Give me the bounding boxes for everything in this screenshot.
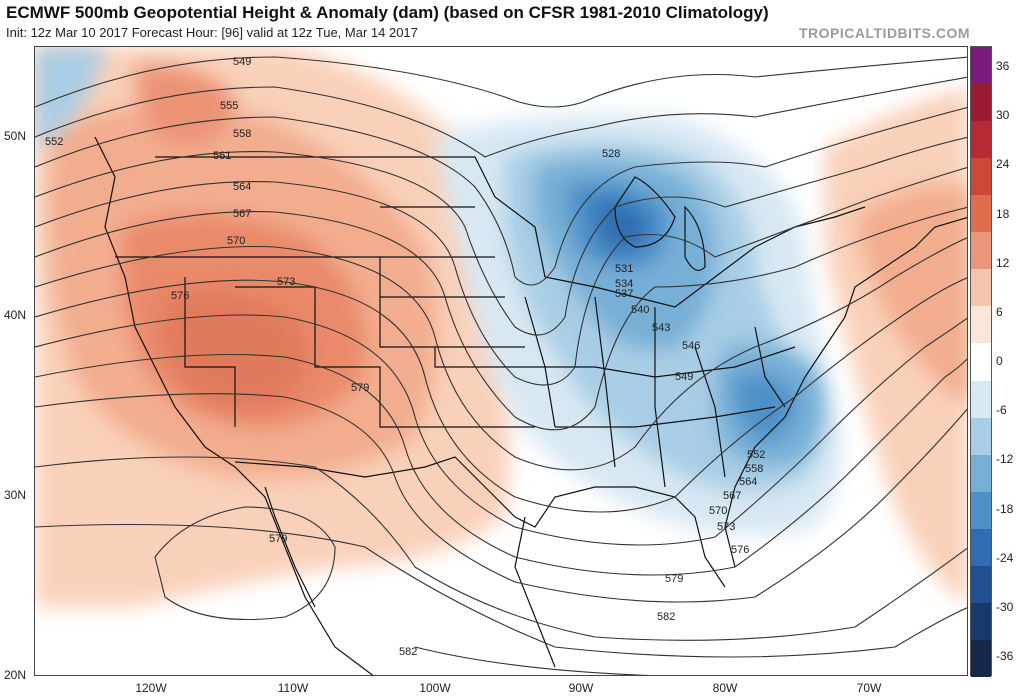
colorbar-tick-label: -18 [996, 501, 1014, 516]
contour-label: 534 [615, 278, 633, 290]
map-title: ECMWF 500mb Geopotential Height & Anomal… [6, 3, 769, 22]
contour-label: 543 [652, 322, 670, 334]
contour-label: 531 [615, 263, 633, 275]
contour-label: 579 [665, 573, 683, 585]
contour-label: 546 [682, 340, 700, 352]
cold-anomaly-east [435, 114, 842, 535]
contour-label: 540 [631, 304, 649, 316]
contour-label: 573 [277, 276, 295, 288]
contour-label: 528 [602, 148, 620, 160]
contour-label: 537 [615, 288, 633, 300]
weather-map: 549 552 555 558 561 564 567 570 573 576 … [34, 46, 968, 676]
colorbar-segment [971, 84, 991, 122]
colorbar-tick-label: -6 [996, 403, 1007, 418]
contour-label: 567 [723, 490, 741, 502]
lat-label-30n: 30N [4, 488, 27, 502]
lon-label-90w: 90W [568, 681, 594, 695]
colorbar-tick-label: 30 [996, 108, 1010, 123]
contour-label: 582 [399, 646, 417, 658]
colorbar-segment [971, 565, 991, 604]
map-canvas: 549 552 555 558 561 564 567 570 573 576 … [35, 47, 967, 675]
colorbar-segment [971, 47, 991, 85]
colorbar-segment [971, 306, 991, 344]
contour-label: 555 [220, 100, 238, 112]
colorbar-segment [971, 269, 991, 307]
contour-label: 570 [227, 235, 245, 247]
colorbar-tick-label: 36 [996, 59, 1010, 73]
colorbar-segment [971, 528, 991, 567]
map-subtitle: Init: 12z Mar 10 2017 Forecast Hour: [96… [6, 25, 418, 40]
lon-label-70w: 70W [856, 681, 882, 695]
colorbar-tick-label: 6 [996, 304, 1003, 319]
contour-label: 582 [657, 611, 675, 623]
contour-label: 567 [233, 208, 251, 220]
colorbar-segment [971, 380, 991, 419]
contour-label: 576 [731, 544, 749, 556]
colorbar-segment [971, 195, 991, 233]
height-contours [35, 56, 967, 675]
lon-label-120w: 120W [135, 681, 167, 695]
colorbar-tick-label: -24 [996, 550, 1014, 565]
colorbar-tick-label: 12 [996, 255, 1010, 270]
colorbar-tick-label: -30 [996, 599, 1014, 614]
colorbar-tick-label: 18 [996, 206, 1010, 221]
colorbar-segment [971, 121, 991, 159]
lat-label-40n: 40N [4, 308, 27, 322]
contour-label: 549 [675, 371, 693, 383]
contour-label: 573 [717, 521, 735, 533]
lon-label-110w: 110W [277, 681, 309, 695]
watermark: TROPICALTIDBITS.COM [798, 25, 970, 41]
colorbar-tick-label: 0 [996, 354, 1003, 368]
contour-label: 549 [233, 56, 251, 68]
colorbar-segment [971, 158, 991, 196]
colorbar-tick-label: 24 [996, 157, 1010, 172]
contour-label: 570 [709, 505, 727, 517]
colorbar-segment [971, 602, 991, 641]
colorbar-segment [971, 639, 991, 678]
lat-label-20n: 20N [4, 668, 27, 682]
contour-label: 552 [45, 136, 63, 148]
lon-label-100w: 100W [419, 681, 451, 695]
contour-label: 561 [213, 150, 231, 162]
lat-label-50n: 50N [4, 129, 27, 143]
anomaly-colorbar [970, 46, 992, 678]
contour-label: 558 [745, 463, 763, 475]
colorbar-segment [971, 454, 991, 493]
contour-label: 564 [233, 181, 251, 193]
contour-label: 576 [171, 290, 189, 302]
contour-label: 579 [269, 533, 287, 545]
contour-label: 558 [233, 128, 251, 140]
contour-label: 552 [747, 449, 765, 461]
colorbar-segment [971, 232, 991, 270]
colorbar-segment [971, 491, 991, 530]
colorbar-tick-label: -36 [996, 649, 1014, 663]
contour-label: 564 [739, 476, 757, 488]
warm-anomaly-west [35, 47, 510, 607]
colorbar-segment [971, 343, 991, 382]
colorbar-tick-label: -12 [996, 452, 1014, 467]
lon-label-80w: 80W [712, 681, 738, 695]
contour-label: 579 [351, 382, 369, 394]
colorbar-segment [971, 417, 991, 456]
